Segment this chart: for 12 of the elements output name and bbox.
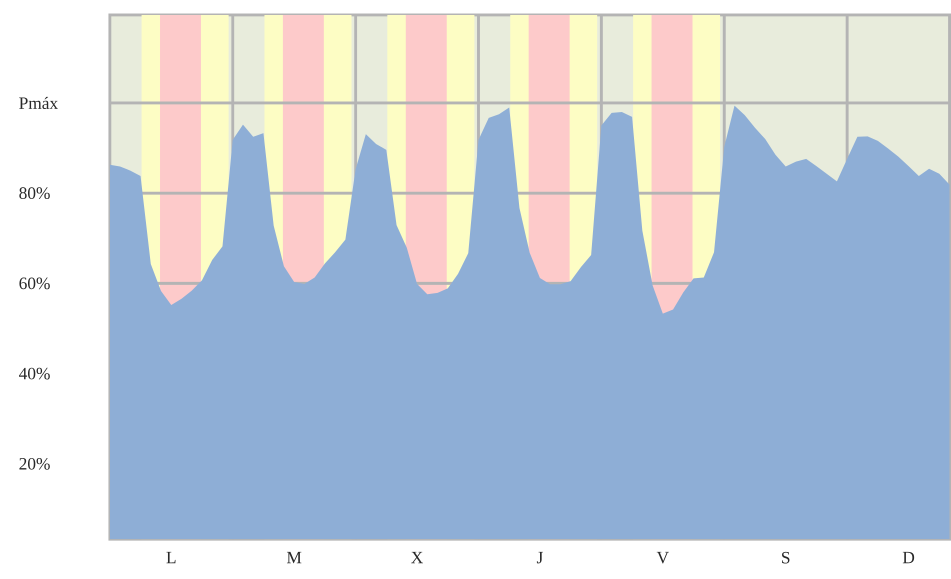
y-tick-label: Pmáx: [19, 96, 58, 109]
x-tick-label: M: [286, 552, 302, 564]
x-tick-label: V: [656, 552, 669, 564]
y-tick-label: 80%: [19, 187, 50, 199]
y-tick-label: 20%: [19, 458, 50, 470]
x-tick-label: J: [536, 552, 543, 564]
x-tick-label: S: [782, 552, 790, 564]
x-tick-label: D: [902, 552, 914, 564]
x-tick-label: X: [411, 552, 423, 564]
y-tick-label: 60%: [19, 277, 50, 290]
y-tick-label: 40%: [19, 368, 50, 380]
x-tick-label: L: [166, 552, 176, 564]
